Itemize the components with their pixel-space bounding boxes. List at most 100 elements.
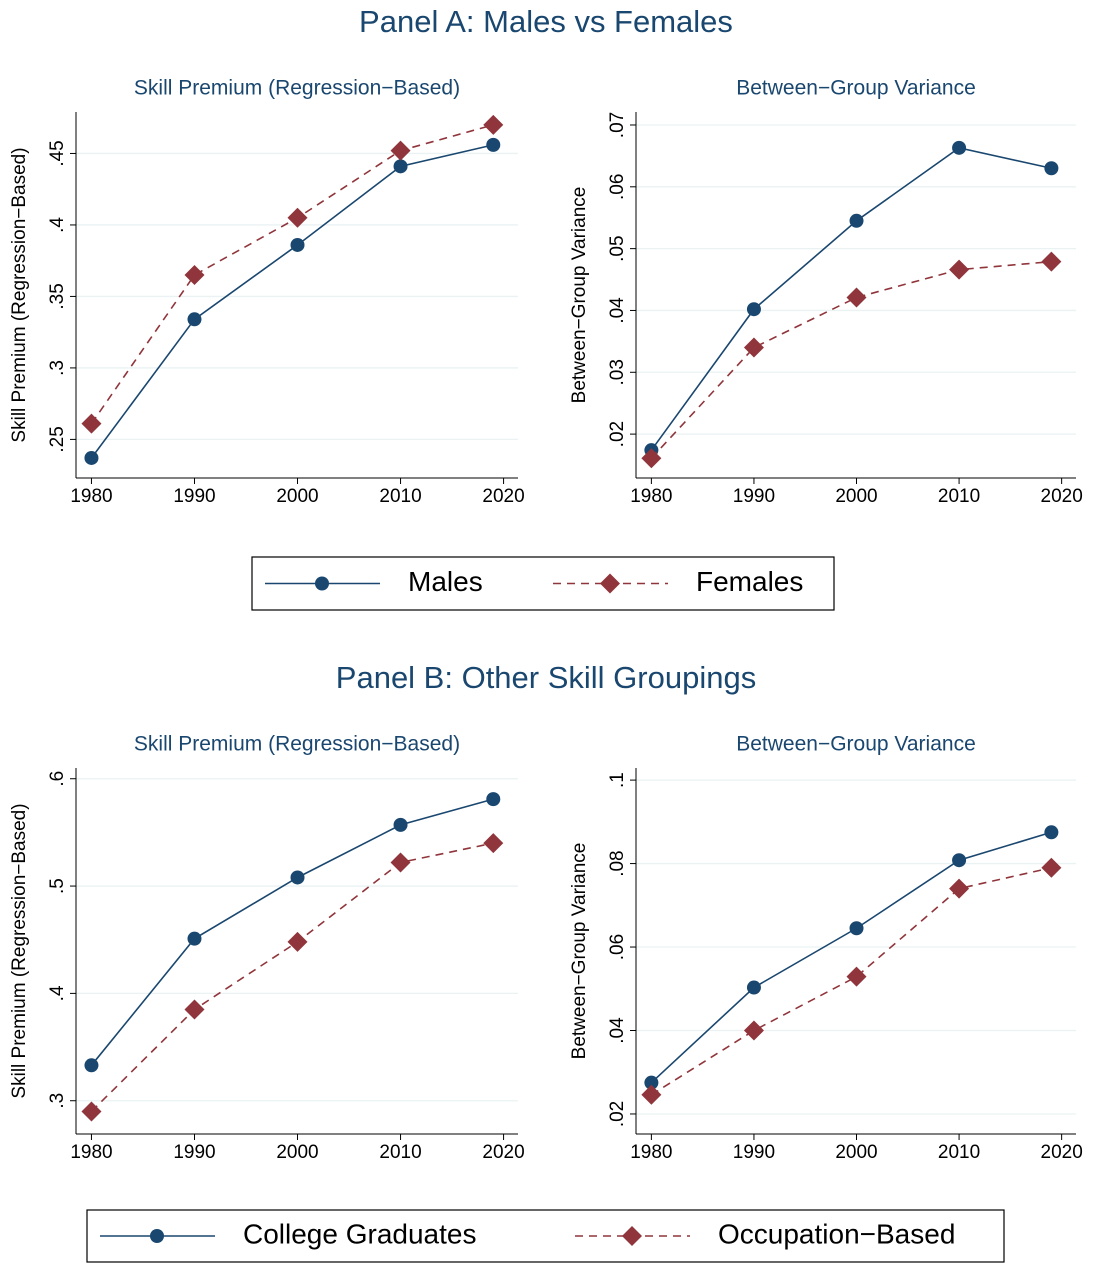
marker bbox=[644, 1075, 659, 1090]
y-tick-label: .06 bbox=[607, 934, 628, 960]
marker bbox=[949, 259, 970, 280]
y-tick-label: .06 bbox=[607, 174, 628, 200]
marker bbox=[486, 137, 501, 152]
marker bbox=[622, 1226, 642, 1246]
x-tick-label: 1980 bbox=[70, 486, 112, 507]
series-line bbox=[90, 124, 494, 425]
x-tick-label: 1990 bbox=[173, 486, 215, 507]
y-axis-label: Skill Premium (Regression−Based) bbox=[9, 803, 30, 1098]
y-tick-label: .4 bbox=[47, 985, 68, 1001]
marker bbox=[952, 140, 967, 155]
chart-title: Between−Group Variance bbox=[736, 733, 976, 756]
marker bbox=[393, 159, 408, 174]
marker bbox=[743, 337, 764, 358]
marker bbox=[849, 921, 864, 936]
marker bbox=[290, 237, 305, 252]
x-tick-label: 2010 bbox=[379, 486, 421, 507]
y-tick-label: .1 bbox=[607, 772, 628, 788]
x-tick-label: 2000 bbox=[835, 1142, 877, 1163]
legend-label: Females bbox=[696, 566, 803, 597]
legend-label: Occupation−Based bbox=[718, 1218, 955, 1249]
marker bbox=[949, 878, 970, 899]
marker bbox=[150, 1229, 164, 1243]
marker bbox=[187, 931, 202, 946]
y-tick-label: .04 bbox=[607, 297, 628, 324]
y-tick-label: .02 bbox=[607, 1101, 628, 1127]
marker bbox=[846, 966, 867, 987]
y-tick-label: .03 bbox=[607, 359, 628, 385]
marker bbox=[641, 448, 662, 469]
y-tick-label: .08 bbox=[607, 850, 628, 876]
x-tick-label: 2020 bbox=[1041, 1142, 1083, 1163]
y-tick-label: .4 bbox=[47, 217, 68, 233]
marker bbox=[1044, 825, 1059, 840]
marker bbox=[184, 999, 205, 1020]
marker bbox=[315, 576, 329, 591]
panel-title: Panel B: Other Skill Groupings bbox=[336, 660, 756, 695]
marker bbox=[390, 852, 411, 873]
series-line bbox=[90, 144, 494, 459]
marker bbox=[746, 302, 761, 317]
y-axis-label: Between−Group Variance bbox=[569, 843, 590, 1060]
y-axis-label: Skill Premium (Regression−Based) bbox=[9, 147, 30, 442]
x-tick-label: 2000 bbox=[276, 1142, 318, 1163]
x-tick-label: 2020 bbox=[1041, 486, 1083, 507]
y-tick-label: .5 bbox=[47, 878, 68, 894]
y-tick-label: .35 bbox=[47, 283, 68, 309]
marker bbox=[187, 312, 202, 327]
y-tick-label: .05 bbox=[607, 235, 628, 261]
marker bbox=[849, 213, 864, 228]
marker bbox=[84, 1058, 99, 1073]
panel-title: Panel A: Males vs Females bbox=[359, 4, 733, 39]
marker bbox=[483, 114, 504, 135]
y-tick-label: .6 bbox=[47, 771, 68, 787]
x-tick-label: 1990 bbox=[733, 486, 775, 507]
legend-label: Males bbox=[408, 566, 483, 597]
x-tick-label: 1980 bbox=[630, 1142, 672, 1163]
marker bbox=[1044, 161, 1059, 176]
x-tick-label: 2020 bbox=[482, 1142, 524, 1163]
marker bbox=[287, 931, 308, 952]
y-tick-label: .45 bbox=[47, 140, 68, 166]
series-line bbox=[650, 260, 1052, 459]
y-tick-label: .3 bbox=[47, 1093, 68, 1109]
y-tick-label: .02 bbox=[607, 421, 628, 447]
x-tick-label: 1990 bbox=[733, 1142, 775, 1163]
x-tick-label: 2020 bbox=[482, 486, 524, 507]
legend-label: College Graduates bbox=[243, 1218, 476, 1249]
marker bbox=[483, 833, 504, 854]
marker bbox=[81, 1101, 102, 1122]
series-line bbox=[90, 842, 494, 1113]
marker bbox=[184, 264, 205, 285]
series-line bbox=[90, 798, 494, 1066]
x-tick-label: 1990 bbox=[173, 1142, 215, 1163]
x-tick-label: 2010 bbox=[379, 1142, 421, 1163]
marker bbox=[290, 870, 305, 885]
marker bbox=[390, 140, 411, 161]
marker bbox=[1041, 251, 1062, 272]
marker bbox=[743, 1020, 764, 1041]
x-tick-label: 2010 bbox=[938, 1142, 980, 1163]
y-tick-label: .25 bbox=[47, 426, 68, 452]
chart-title: Skill Premium (Regression−Based) bbox=[134, 77, 460, 100]
y-axis-label: Between−Group Variance bbox=[569, 187, 590, 404]
marker bbox=[846, 287, 867, 308]
chart-title: Between−Group Variance bbox=[736, 77, 976, 100]
marker bbox=[84, 450, 99, 465]
chart-title: Skill Premium (Regression−Based) bbox=[134, 733, 460, 756]
legend-box bbox=[251, 556, 835, 611]
x-tick-label: 2000 bbox=[276, 486, 318, 507]
y-tick-label: .07 bbox=[607, 112, 628, 138]
y-tick-label: .04 bbox=[607, 1017, 628, 1044]
x-tick-label: 2000 bbox=[835, 486, 877, 507]
marker bbox=[952, 853, 967, 868]
x-tick-label: 1980 bbox=[70, 1142, 112, 1163]
marker bbox=[287, 207, 308, 228]
marker bbox=[1041, 857, 1062, 878]
y-tick-label: .3 bbox=[47, 360, 68, 376]
marker bbox=[746, 980, 761, 995]
series-line bbox=[650, 831, 1052, 1084]
marker bbox=[600, 573, 620, 594]
marker bbox=[486, 792, 501, 807]
marker bbox=[81, 413, 102, 434]
